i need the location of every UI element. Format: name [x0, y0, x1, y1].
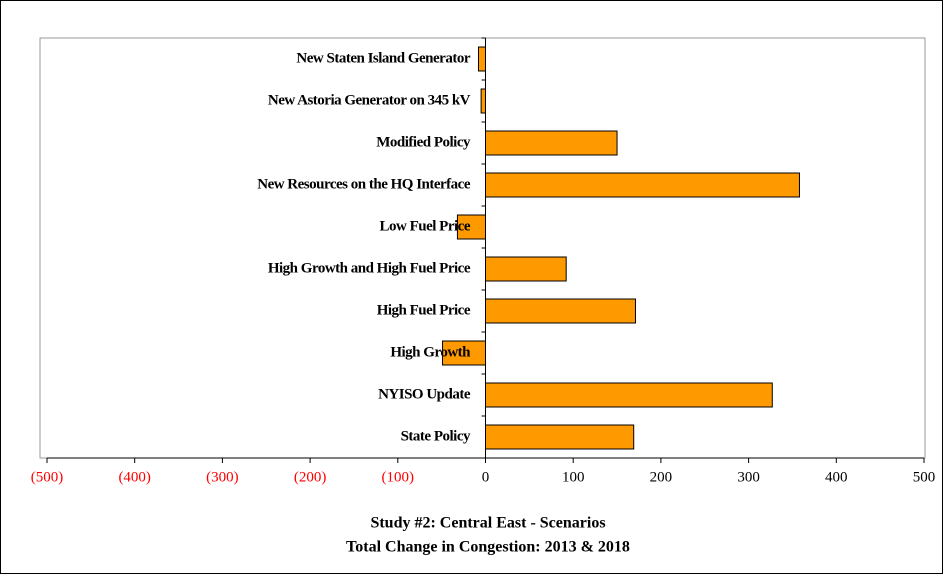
bar — [442, 340, 487, 366]
chart-title: Study #2: Central East - Scenarios — [370, 515, 605, 532]
bar — [477, 46, 487, 72]
bar — [480, 88, 486, 114]
y-tick-label: New Resources on the HQ Interface — [257, 176, 471, 192]
bar — [485, 298, 636, 324]
y-tick-label: NYISO Update — [378, 386, 471, 402]
x-tick-label: (500) — [31, 469, 64, 485]
x-tick-label: (200) — [294, 469, 327, 485]
y-tick-label: New Staten Island Generator — [296, 50, 470, 66]
y-tick-label: High Growth and High Fuel Price — [268, 260, 471, 276]
y-tick-label: Low Fuel Price — [380, 218, 471, 234]
x-tick-label: 100 — [562, 469, 585, 485]
bar — [485, 424, 635, 450]
y-tick-label: High Growth — [390, 344, 471, 360]
bar — [485, 130, 618, 156]
x-tick-label: 300 — [737, 469, 760, 485]
x-tick-label: 400 — [825, 469, 848, 485]
x-tick-label: (300) — [206, 469, 239, 485]
y-tick-label: State Policy — [401, 428, 471, 444]
chart-subtitle: Total Change in Congestion: 2013 & 2018 — [346, 539, 630, 556]
bar — [485, 256, 567, 282]
bar — [485, 172, 800, 198]
x-tick-label: 0 — [482, 469, 490, 485]
x-tick-label: 500 — [913, 469, 936, 485]
x-tick-label: (400) — [118, 469, 151, 485]
bar — [485, 382, 773, 408]
y-tick-label: High Fuel Price — [377, 302, 471, 318]
x-tick-label: (100) — [382, 469, 415, 485]
y-tick-label: Modified Policy — [376, 134, 471, 150]
x-tick-label: 200 — [650, 469, 673, 485]
bar — [456, 214, 487, 240]
y-tick-label: New Astoria Generator on 345 kV — [268, 92, 471, 108]
